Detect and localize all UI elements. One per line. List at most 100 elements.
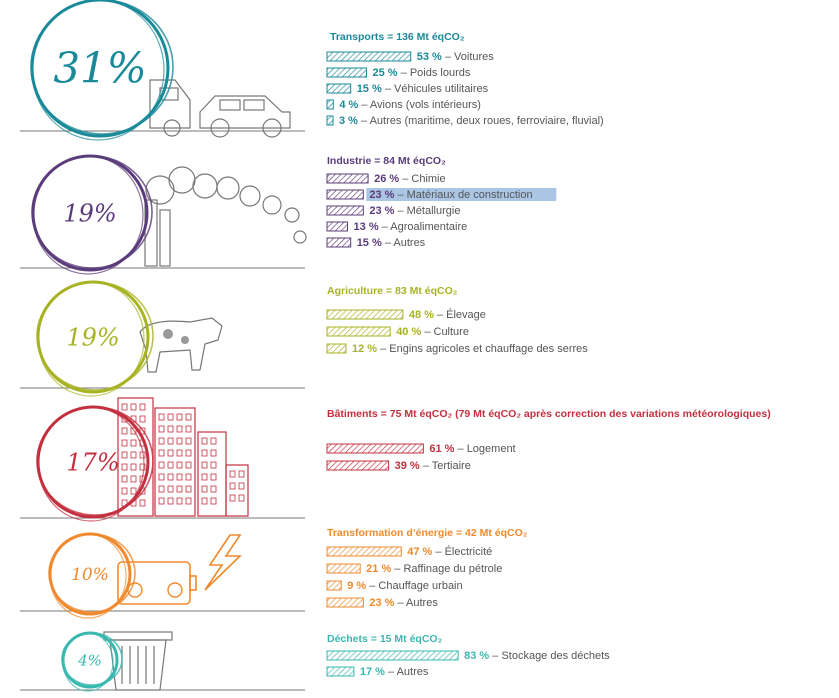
bar-category-label: Électricité — [445, 545, 493, 558]
sector-share: 19% — [63, 199, 116, 227]
bar-dash: – — [358, 99, 370, 111]
bar — [326, 443, 424, 454]
sector-title: Transformation d’énergie = 42 Mt éqCO₂ — [327, 527, 528, 539]
bar-category-label: Poids lourds — [410, 67, 471, 79]
bar-category-label: Matériaux de construction — [407, 189, 533, 201]
sector-5: 4% Déchets = 15 Mt éqCO₂ 83 % – Stockage d… — [20, 631, 610, 692]
bar-value-label: 12 % — [352, 343, 377, 355]
bar-value-label: 4 % — [339, 99, 358, 111]
sector-0: 31% Transports = 136 Mt éqCO₂ 53 % – Voitu… — [20, 0, 604, 141]
bar — [326, 221, 349, 232]
bar-label: 83 % – Stockage des déchets — [464, 650, 610, 662]
bar — [326, 343, 347, 354]
bar-dash: – — [420, 460, 432, 472]
building-shape — [225, 464, 249, 517]
bar-value-label: 48 % — [409, 309, 434, 321]
sector-title: Bâtiments = 75 Mt éqCO₂ (79 Mt éqCO₂ apr… — [327, 408, 771, 420]
bar-category-label: Élevage — [446, 308, 486, 321]
bar-value-label: 61 % — [429, 443, 454, 455]
bar-label: 23 % – Matériaux de construction — [369, 189, 532, 201]
bar — [326, 597, 364, 608]
bar-dash: – — [394, 205, 406, 217]
bar-label: 47 % – Électricité — [407, 545, 492, 558]
bar-label: 3 % – Autres (maritime, deux roues, ferr… — [339, 115, 604, 127]
sector-title: Transports = 136 Mt éqCO₂ — [330, 31, 465, 43]
bar-dash: – — [394, 597, 406, 609]
sector-share: 4% — [77, 651, 102, 669]
bar-label: 23 % – Métallurgie — [369, 205, 460, 217]
bar-label: 53 % – Voitures — [417, 51, 495, 63]
bar-label: 17 % – Autres — [360, 666, 429, 678]
bar-value-label: 15 % — [357, 83, 382, 95]
sector-share: 19% — [66, 323, 119, 351]
bar-label: 15 % – Autres — [357, 237, 426, 249]
bar — [326, 546, 402, 557]
sector-share: 31% — [53, 44, 146, 93]
bar-category-label: Autres — [397, 666, 429, 678]
bar — [326, 580, 342, 591]
bar — [326, 237, 352, 248]
bar — [326, 326, 391, 337]
bar-label: 48 % – Élevage — [409, 308, 486, 321]
bar — [326, 99, 334, 110]
bar-value-label: 23 % — [369, 597, 394, 609]
bar-category-label: Chauffage urbain — [378, 580, 462, 592]
bar-value-label: 9 % — [347, 580, 366, 592]
bar — [326, 563, 361, 574]
bar-value-label: 39 % — [395, 460, 420, 472]
truck-cab-shape — [149, 79, 191, 129]
bar-dash: – — [385, 666, 397, 678]
bar-value-label: 21 % — [366, 563, 391, 575]
bar-label: 26 % – Chimie — [374, 173, 446, 185]
bar-dash: – — [399, 173, 411, 185]
bar-value-label: 53 % — [417, 51, 442, 63]
bar-value-label: 40 % — [396, 326, 421, 338]
bar-category-label: Tertiaire — [432, 460, 471, 472]
sector-4: 10% Transformation d’énergie = 42 Mt éqCO… — [20, 527, 528, 619]
bar-dash: – — [454, 443, 466, 455]
lightning-icon — [204, 534, 242, 591]
bar-category-label: Autres — [406, 597, 438, 609]
sector-2: 19% Agriculture = 83 Mt éqCO₂ 48 % – Éleva… — [20, 280, 588, 397]
bar-value-label: 3 % — [339, 115, 358, 127]
bar-category-label: Raffinage du pétrole — [403, 563, 502, 575]
bar-category-label: Stockage des déchets — [501, 650, 610, 662]
bar — [326, 67, 367, 78]
bar-category-label: Culture — [434, 326, 469, 338]
bar-dash: – — [432, 546, 444, 558]
bar-dash: – — [398, 67, 410, 79]
bar-label: 9 % – Chauffage urbain — [347, 580, 462, 592]
bar-dash: – — [394, 189, 406, 201]
bar-label: 21 % – Raffinage du pétrole — [366, 563, 502, 575]
bar-value-label: 25 % — [373, 67, 398, 79]
bar-category-label: Autres — [393, 237, 425, 249]
bar-label: 23 % – Autres — [369, 597, 438, 609]
bar-category-label: Autres (maritime, deux roues, ferroviair… — [370, 115, 604, 127]
bar — [326, 666, 355, 677]
cow-shape — [139, 317, 223, 373]
bar-label: 15 % – Véhicules utilitaires — [357, 83, 489, 95]
bar — [326, 189, 364, 200]
bar-category-label: Chimie — [411, 173, 445, 185]
bar-label: 4 % – Avions (vols intérieurs) — [339, 99, 481, 111]
bar-label: 61 % – Logement — [429, 443, 515, 455]
bar-category-label: Engins agricoles et chauffage des serres — [389, 343, 588, 355]
bar-category-label: Agroalimentaire — [390, 221, 467, 233]
bar-dash: – — [421, 326, 433, 338]
bar-value-label: 83 % — [464, 650, 489, 662]
bar — [326, 173, 369, 184]
bar-value-label: 17 % — [360, 666, 385, 678]
sector-share: 17% — [66, 448, 119, 476]
sector-title: Industrie = 84 Mt éqCO₂ — [327, 155, 446, 167]
bar-category-label: Avions (vols intérieurs) — [370, 99, 481, 111]
bar-dash: – — [489, 650, 501, 662]
bar-category-label: Métallurgie — [407, 205, 461, 217]
bar-dash: – — [391, 563, 403, 575]
bar-dash: – — [434, 309, 446, 321]
bar-value-label: 26 % — [374, 173, 399, 185]
bar-value-label: 23 % — [369, 189, 394, 201]
bar-label: 12 % – Engins agricoles et chauffage des… — [352, 343, 588, 355]
sector-3: 17% Bâtiments = 75 Mt éqCO₂ (79 Mt éqCO₂ … — [20, 397, 771, 522]
